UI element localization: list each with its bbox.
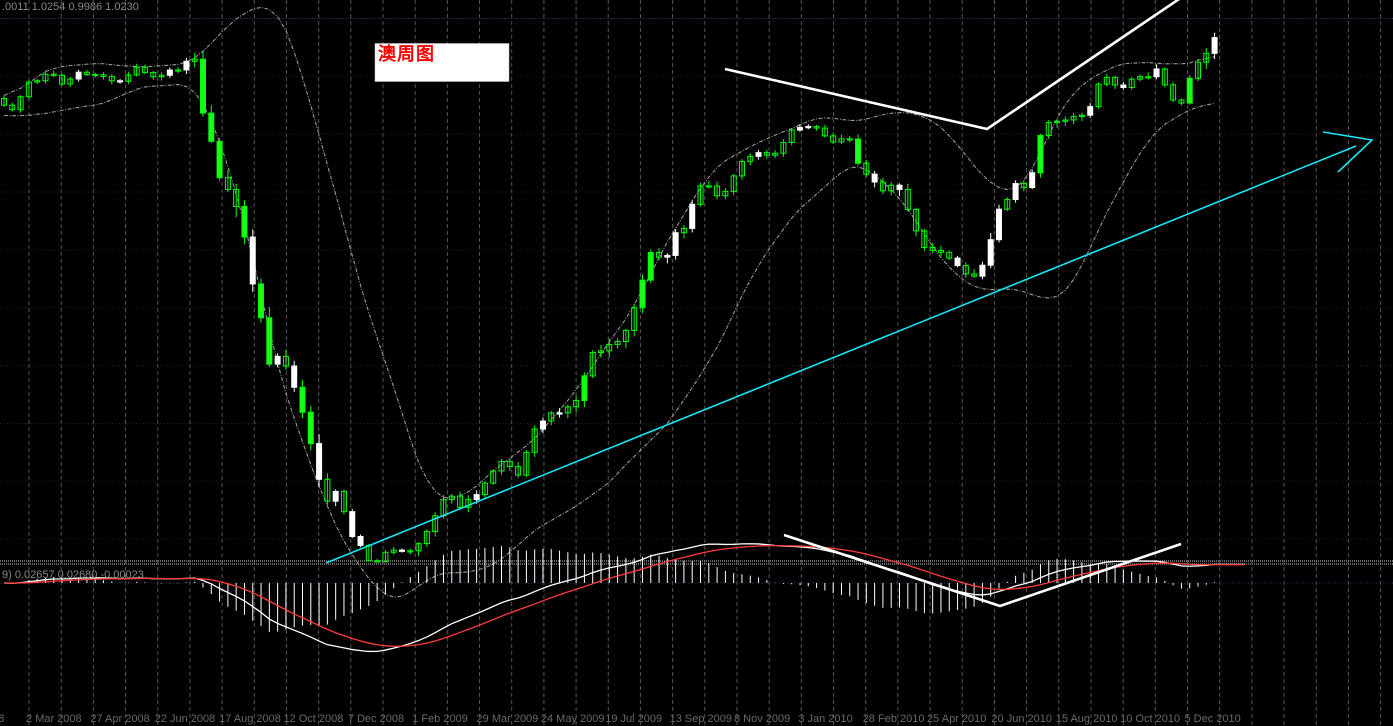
svg-text:5 Dec 2010: 5 Dec 2010 <box>1185 713 1241 725</box>
svg-text:10 Oct 2010: 10 Oct 2010 <box>1120 713 1180 725</box>
svg-text:15 Aug 2010: 15 Aug 2010 <box>1056 713 1118 725</box>
svg-text:28 Feb 2010: 28 Feb 2010 <box>863 713 925 725</box>
svg-text:.0011 1.0254 0.9986 1.0230: .0011 1.0254 0.9986 1.0230 <box>2 1 139 13</box>
svg-text:1 Feb 2009: 1 Feb 2009 <box>412 713 468 725</box>
svg-text:19 Jul 2009: 19 Jul 2009 <box>605 713 662 725</box>
svg-text:17 Aug 2008: 17 Aug 2008 <box>219 713 281 725</box>
svg-text:008: 008 <box>0 713 4 725</box>
svg-text:3 Jan 2010: 3 Jan 2010 <box>798 713 852 725</box>
svg-text:12 Oct 2008: 12 Oct 2008 <box>283 713 343 725</box>
svg-text:22 Jun 2008: 22 Jun 2008 <box>155 713 216 725</box>
svg-text:24 May 2009: 24 May 2009 <box>541 713 605 725</box>
svg-text:27 Apr 2008: 27 Apr 2008 <box>90 713 149 725</box>
svg-text:25 Apr 2010: 25 Apr 2010 <box>927 713 986 725</box>
svg-text:13 Sep 2009: 13 Sep 2009 <box>670 713 732 725</box>
svg-text:8 Nov 2009: 8 Nov 2009 <box>734 713 790 725</box>
svg-text:2 Mar 2008: 2 Mar 2008 <box>26 713 82 725</box>
svg-text:20 Jun 2010: 20 Jun 2010 <box>991 713 1052 725</box>
svg-text:29 Mar 2009: 29 Mar 2009 <box>477 713 539 725</box>
svg-text:7 Dec 2008: 7 Dec 2008 <box>348 713 404 725</box>
svg-text:澳周图: 澳周图 <box>378 43 435 64</box>
svg-text:9) 0.02657 0.02680 -0.00023: 9) 0.02657 0.02680 -0.00023 <box>2 569 144 581</box>
